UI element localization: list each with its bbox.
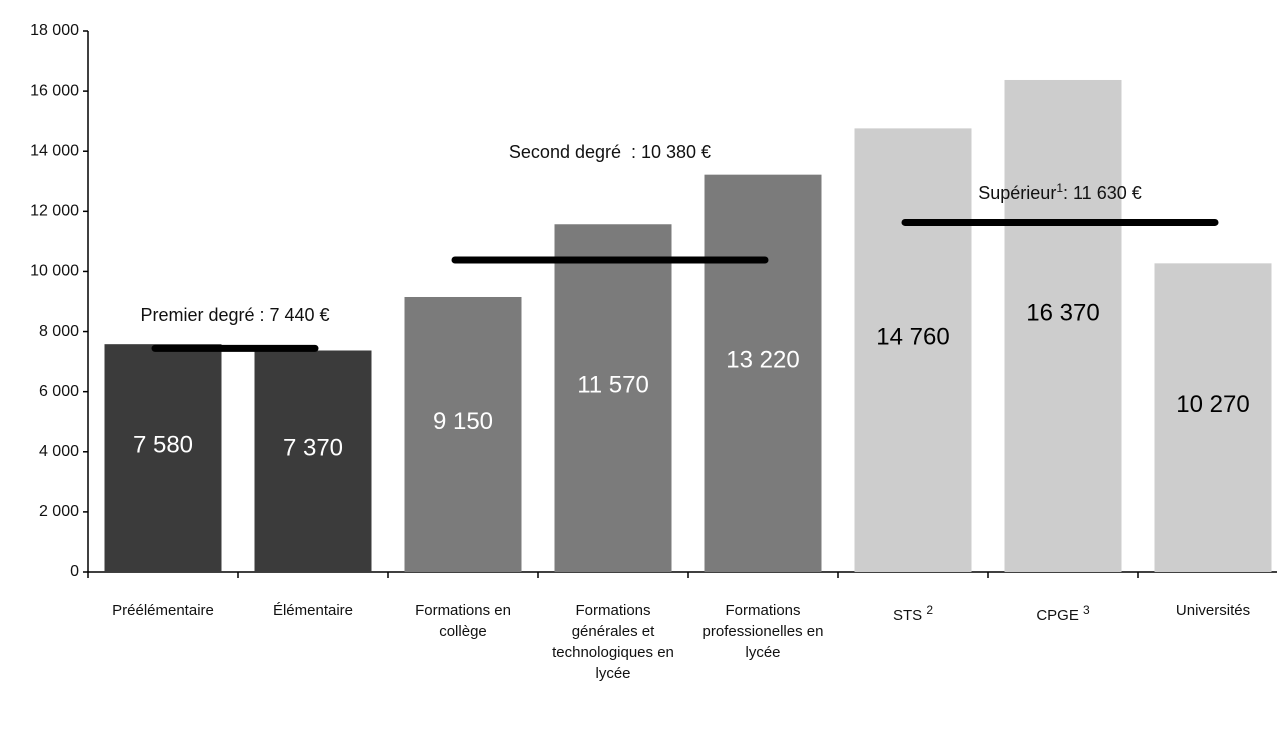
y-tick-label: 4 000 [39, 443, 79, 460]
footnote-mark: 1 [1056, 181, 1063, 196]
y-tick-label: 18 000 [30, 22, 79, 39]
x-tick-label: Préélémentaire [93, 600, 233, 621]
category-name: STS [892, 607, 923, 624]
y-tick-label: 6 000 [39, 383, 79, 400]
x-tick-label: Formations en collège [393, 600, 533, 642]
value-label: 9 150 [433, 408, 493, 435]
footnote-mark: 3 [1083, 603, 1090, 617]
bar [704, 174, 822, 572]
x-tick-label: Formations professionelles en lycée [693, 600, 833, 663]
value-label: 14 760 [876, 324, 949, 351]
group-label-text: Supérieur [978, 183, 1057, 204]
x-tick-label: Universités [1143, 600, 1277, 621]
category-name: Élémentaire [272, 602, 354, 619]
y-tick-label: 8 000 [39, 323, 79, 340]
x-tick-label: STS 2 [843, 600, 983, 626]
value-label: 7 580 [133, 431, 193, 458]
x-tick-label: Formations générales et technologiques e… [543, 600, 683, 684]
y-tick-label: 2 000 [39, 503, 79, 520]
category-name: Formations professionelles en lycée [702, 602, 824, 661]
y-tick-label: 14 000 [30, 142, 79, 159]
group-label-text: : 11 630 € [1063, 183, 1142, 204]
group-label: Supérieur1: 11 630 € [978, 181, 1141, 204]
y-tick-label: 0 [70, 563, 79, 580]
category-name: CPGE [1036, 607, 1079, 624]
category-name: Universités [1175, 602, 1251, 619]
footnote-mark: 2 [926, 603, 934, 617]
category-name: Préélémentaire [112, 602, 214, 619]
value-label: 10 270 [1176, 391, 1249, 418]
group-label: Second degré : 10 380 € [509, 142, 711, 163]
group-label: Premier degré : 7 440 € [140, 305, 329, 326]
value-label: 13 220 [726, 347, 799, 374]
category-name: Formations en collège [415, 602, 511, 640]
bar [404, 296, 522, 572]
y-tick-label: 10 000 [30, 263, 79, 280]
x-tick-label: Élémentaire [243, 600, 383, 621]
bar [1004, 79, 1122, 573]
y-tick-label: 16 000 [30, 82, 79, 99]
bar [104, 344, 222, 572]
bar [1154, 263, 1272, 572]
value-label: 7 370 [283, 435, 343, 462]
group-label-text: Second degré : 10 380 € [508, 142, 712, 163]
value-label: 16 370 [1026, 299, 1099, 326]
bar [554, 224, 672, 573]
y-tick-label: 12 000 [30, 203, 79, 220]
category-name: Formations générales et technologiques e… [552, 602, 674, 682]
bar [854, 128, 972, 572]
x-tick-label: CPGE 3 [993, 600, 1133, 626]
bar [254, 350, 372, 572]
value-label: 11 570 [577, 371, 649, 398]
group-label-text: Premier degré : 7 440 € [140, 305, 330, 326]
